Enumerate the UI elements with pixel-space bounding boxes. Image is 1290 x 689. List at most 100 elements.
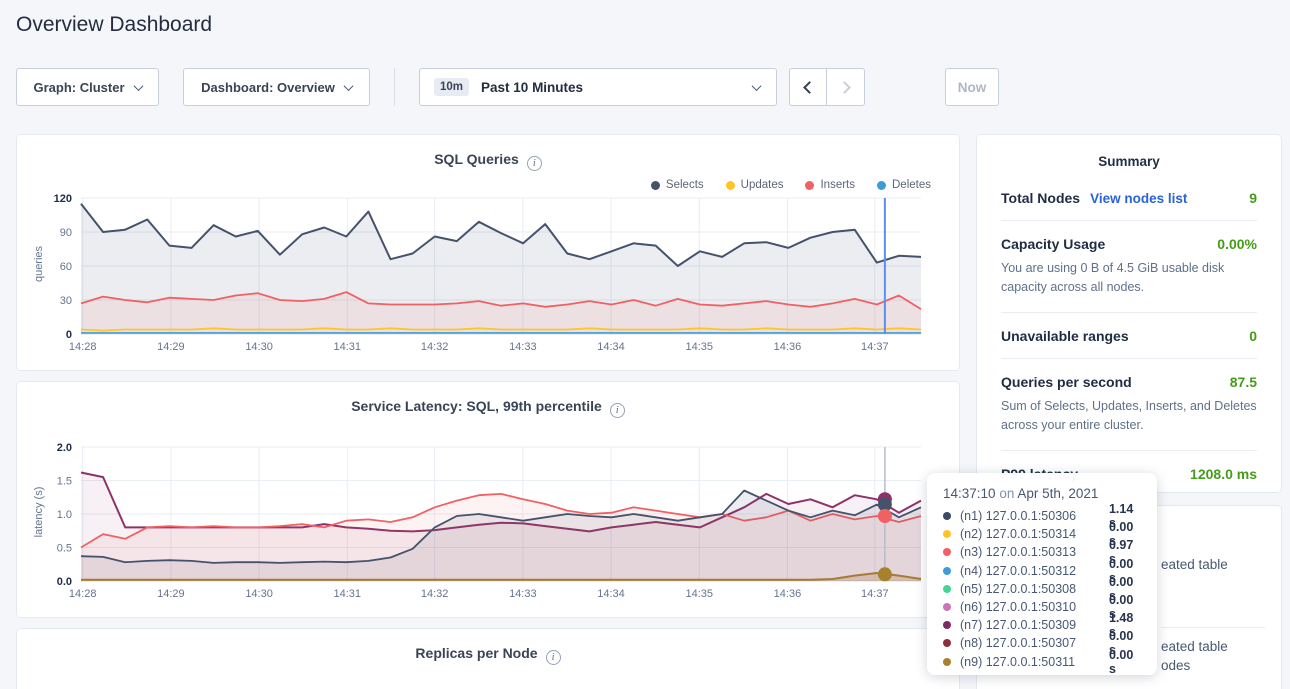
svg-text:60: 60 — [60, 261, 72, 273]
time-prev-button[interactable] — [789, 68, 827, 106]
node-latency-value: 1.48 s — [1108, 611, 1134, 640]
tooltip-row: (n5) 127.0.0.1:50308 0.00 s — [943, 575, 1143, 603]
node-color-dot — [943, 621, 951, 630]
svg-text:30: 30 — [60, 295, 72, 307]
node-address: (n5) 127.0.0.1:50308 — [960, 581, 1077, 596]
info-icon[interactable]: i — [609, 403, 625, 418]
svg-text:14:30: 14:30 — [245, 341, 273, 353]
svg-text:14:34: 14:34 — [597, 588, 625, 600]
chevron-right-icon — [837, 80, 851, 94]
chart-hover-tooltip: 14:37:10 on Apr 5th, 2021 (n1) 127.0.0.1… — [927, 473, 1157, 676]
node-color-dot — [943, 548, 951, 557]
svg-text:14:29: 14:29 — [157, 588, 185, 600]
sql-queries-chart[interactable]: 0 30 60 90 120 14:28 14:29 14:30 14:31 14:32 14:33… — [17, 190, 947, 360]
tooltip-row: (n6) 127.0.0.1:50310 0.00 s — [943, 593, 1143, 621]
info-icon[interactable]: i — [526, 156, 542, 171]
svg-text:14:33: 14:33 — [509, 588, 537, 600]
legend-item: Updates — [725, 179, 784, 191]
replicas-per-node-panel: Replicas per Node i — [16, 628, 960, 689]
node-color-dot — [943, 657, 951, 666]
dashboard-select-dropdown[interactable]: Dashboard: Overview — [183, 68, 370, 106]
tooltip-row: (n1) 127.0.0.1:50306 1.14 s — [943, 502, 1143, 530]
chart-title-row: Replicas per Node i — [17, 645, 959, 665]
tooltip-row: (n2) 127.0.0.1:50314 0.00 s — [943, 520, 1143, 548]
legend-dot — [877, 180, 886, 190]
view-nodes-list-link[interactable]: View nodes list — [1090, 191, 1188, 206]
summary-description: You are using 0 B of 4.5 GiB usable disk… — [1001, 261, 1225, 295]
svg-text:14:37: 14:37 — [861, 588, 889, 600]
node-address: (n9) 127.0.0.1:50311 — [960, 654, 1076, 669]
dashboard-controls: Graph: Cluster Dashboard: Overview 10m P… — [16, 68, 999, 106]
node-latency-value: 0.00 s — [1108, 520, 1134, 549]
summary-value: 9 — [1249, 190, 1257, 206]
time-range-dropdown[interactable]: 10m Past 10 Minutes — [419, 68, 777, 106]
chevron-left-icon — [803, 80, 816, 94]
summary-label: Total Nodes — [1001, 190, 1081, 206]
node-address: (n6) 127.0.0.1:50310 — [960, 600, 1077, 615]
summary-row: Capacity Usage 0.00% You are using 0 B of … — [1001, 221, 1257, 313]
summary-value: 87.5 — [1229, 373, 1257, 390]
now-button[interactable]: Now — [945, 68, 999, 106]
chart-title-row: Service Latency: SQL, 99th percentile i — [17, 398, 959, 418]
svg-text:14:30: 14:30 — [245, 588, 273, 600]
events-divider — [1161, 627, 1265, 628]
svg-text:14:29: 14:29 — [157, 341, 185, 353]
time-next-button[interactable] — [827, 68, 865, 106]
service-latency-chart[interactable]: 0.0 0.5 1.0 1.5 2.0 14:28 14:29 14:30 14:31 14:32… — [17, 437, 947, 607]
svg-text:14:35: 14:35 — [685, 588, 713, 600]
svg-text:14:33: 14:33 — [509, 341, 537, 353]
summary-label: Queries per second — [1001, 373, 1132, 390]
info-icon[interactable]: i — [545, 650, 561, 665]
tooltip-timestamp: 14:37:10 on Apr 5th, 2021 — [943, 486, 1143, 501]
summary-row: Total Nodes View nodes list 9 — [1001, 175, 1257, 221]
svg-text:14:32: 14:32 — [421, 588, 449, 600]
chevron-down-icon — [343, 80, 354, 91]
tooltip-row: (n4) 127.0.0.1:50312 0.00 s — [943, 557, 1143, 585]
legend-label: Selects — [665, 179, 704, 191]
tooltip-date: Apr 5th, 2021 — [1017, 486, 1099, 501]
summary-description: Sum of Selects, Updates, Inserts, and De… — [1001, 398, 1257, 433]
svg-text:90: 90 — [60, 227, 72, 239]
summary-panel: Summary Total Nodes View nodes list 9 Capac… — [976, 134, 1282, 493]
time-range-badge: 10m — [434, 78, 470, 96]
node-latency-value: 0.97 s — [1108, 538, 1134, 567]
svg-text:0: 0 — [66, 329, 72, 341]
graph-scope-label: Graph: Cluster — [33, 79, 125, 95]
event-item-fragment: odes — [1161, 658, 1191, 673]
legend-label: Updates — [740, 179, 784, 191]
sql-queries-panel: SQL Queries i Selects Updates Inserts Delete… — [16, 134, 960, 371]
legend-dot — [725, 180, 735, 190]
event-item-fragment: eated table — [1161, 557, 1228, 572]
tooltip-on-word: on — [999, 486, 1015, 501]
node-latency-value: 0.00 s — [1108, 647, 1134, 676]
summary-label: Capacity Usage — [1001, 236, 1106, 252]
chevron-down-icon — [133, 80, 143, 91]
dashboard-select-label: Dashboard: Overview — [201, 79, 335, 95]
tooltip-row: (n3) 127.0.0.1:50313 0.97 s — [943, 538, 1143, 566]
time-range-label: Past 10 Minutes — [481, 79, 584, 95]
node-address: (n4) 127.0.0.1:50312 — [960, 563, 1077, 578]
controls-divider — [394, 68, 395, 106]
tooltip-time: 14:37:10 — [943, 486, 996, 501]
legend-item: Deletes — [877, 179, 931, 191]
graph-scope-dropdown[interactable]: Graph: Cluster — [16, 68, 159, 106]
svg-text:120: 120 — [54, 193, 72, 205]
summary-value: 1208.0 ms — [1190, 465, 1257, 482]
node-latency-value: 0.00 s — [1108, 629, 1134, 658]
service-latency-panel: Service Latency: SQL, 99th percentile i l… — [16, 381, 960, 618]
summary-value: 0.00% — [1217, 236, 1257, 252]
node-color-dot — [943, 639, 951, 648]
node-address: (n7) 127.0.0.1:50309 — [960, 618, 1077, 633]
summary-row: Queries per second 87.5 Sum of Selects, Up… — [1001, 359, 1257, 451]
tooltip-row: (n8) 127.0.0.1:50307 0.00 s — [943, 629, 1143, 657]
svg-text:14:36: 14:36 — [774, 588, 802, 600]
svg-text:14:31: 14:31 — [334, 341, 362, 353]
svg-text:14:28: 14:28 — [69, 341, 97, 353]
chevron-down-icon — [751, 81, 762, 92]
chart-title: SQL Queries — [434, 151, 519, 167]
svg-text:1.5: 1.5 — [57, 476, 72, 488]
node-address: (n1) 127.0.0.1:50306 — [960, 509, 1077, 524]
node-latency-value: 0.00 s — [1108, 593, 1134, 622]
tooltip-row: (n7) 127.0.0.1:50309 1.48 s — [943, 611, 1143, 639]
